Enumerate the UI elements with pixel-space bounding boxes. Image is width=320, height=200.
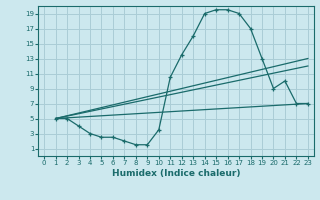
X-axis label: Humidex (Indice chaleur): Humidex (Indice chaleur) bbox=[112, 169, 240, 178]
